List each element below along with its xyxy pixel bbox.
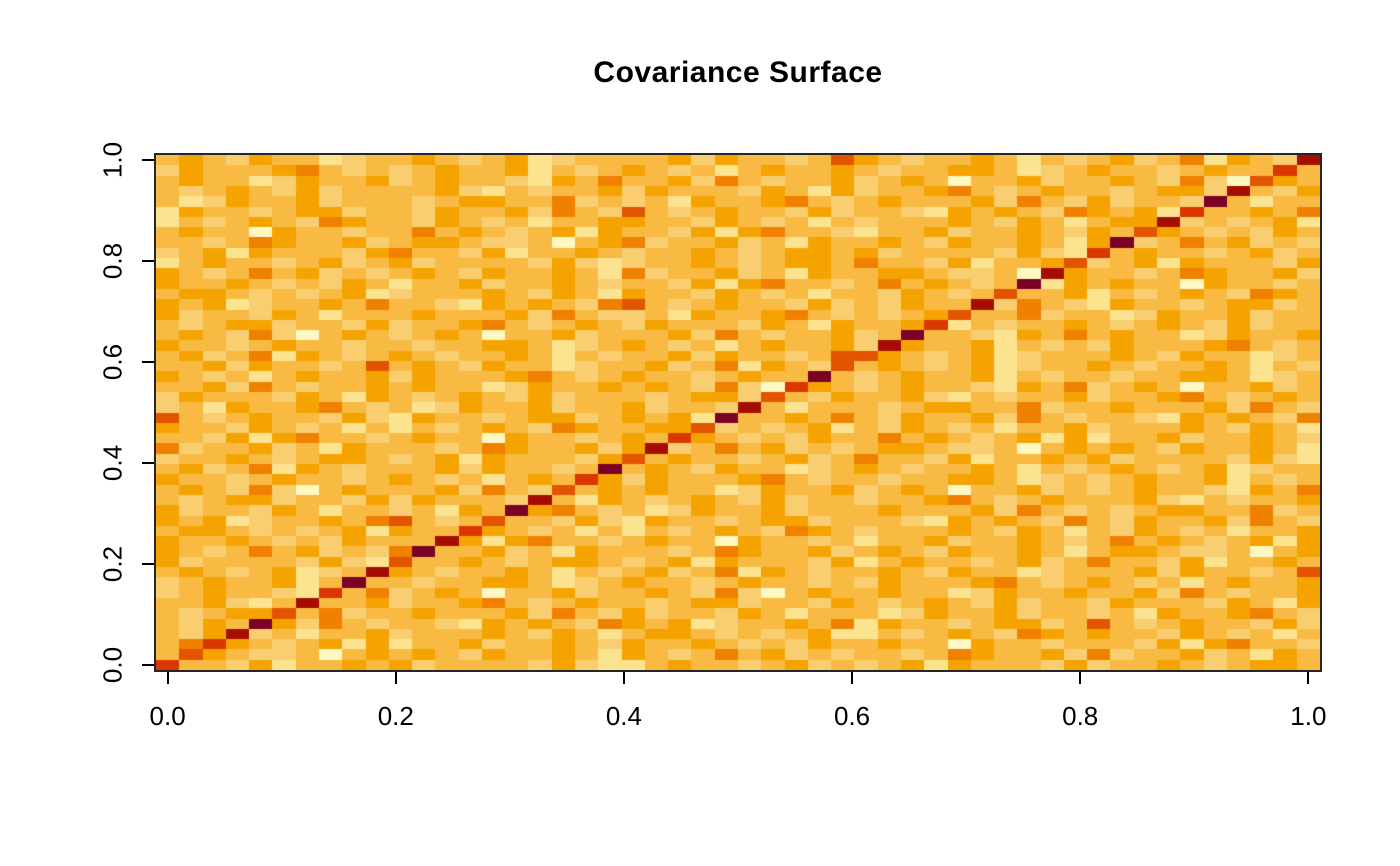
y-axis-tick bbox=[142, 361, 154, 364]
x-axis-tick bbox=[1079, 672, 1082, 684]
x-axis-tick-label: 0.6 bbox=[833, 701, 871, 731]
x-axis-tick bbox=[1307, 672, 1310, 684]
x-axis-tick bbox=[851, 672, 854, 684]
y-axis-tick bbox=[142, 260, 154, 263]
y-axis-tick bbox=[142, 159, 154, 162]
y-axis-tick bbox=[142, 461, 154, 464]
x-axis-tick bbox=[394, 672, 397, 684]
plot-area bbox=[154, 153, 1322, 672]
y-axis-tick-label: 0.6 bbox=[97, 343, 128, 381]
x-axis-tick-label: 0.0 bbox=[149, 701, 186, 731]
y-axis-tick bbox=[142, 663, 154, 666]
y-axis-tick-label: 1.0 bbox=[97, 142, 128, 179]
x-axis-tick bbox=[622, 672, 625, 684]
x-axis-tick-label: 0.2 bbox=[377, 701, 414, 731]
y-axis-tick-label: 0.8 bbox=[97, 243, 128, 280]
x-axis-tick-label: 0.8 bbox=[1062, 701, 1099, 731]
y-axis-tick-label: 0.0 bbox=[97, 646, 128, 683]
y-axis-tick-label: 0.2 bbox=[97, 545, 128, 582]
x-axis-tick-label: 0.4 bbox=[605, 701, 642, 731]
chart-title: Covariance Surface bbox=[593, 56, 883, 89]
heatmap-canvas bbox=[156, 155, 1320, 670]
y-axis-tick bbox=[142, 562, 154, 565]
x-axis-tick bbox=[166, 672, 169, 684]
y-axis-tick-label: 0.4 bbox=[97, 444, 128, 482]
x-axis-tick-label: 1.0 bbox=[1290, 701, 1327, 731]
